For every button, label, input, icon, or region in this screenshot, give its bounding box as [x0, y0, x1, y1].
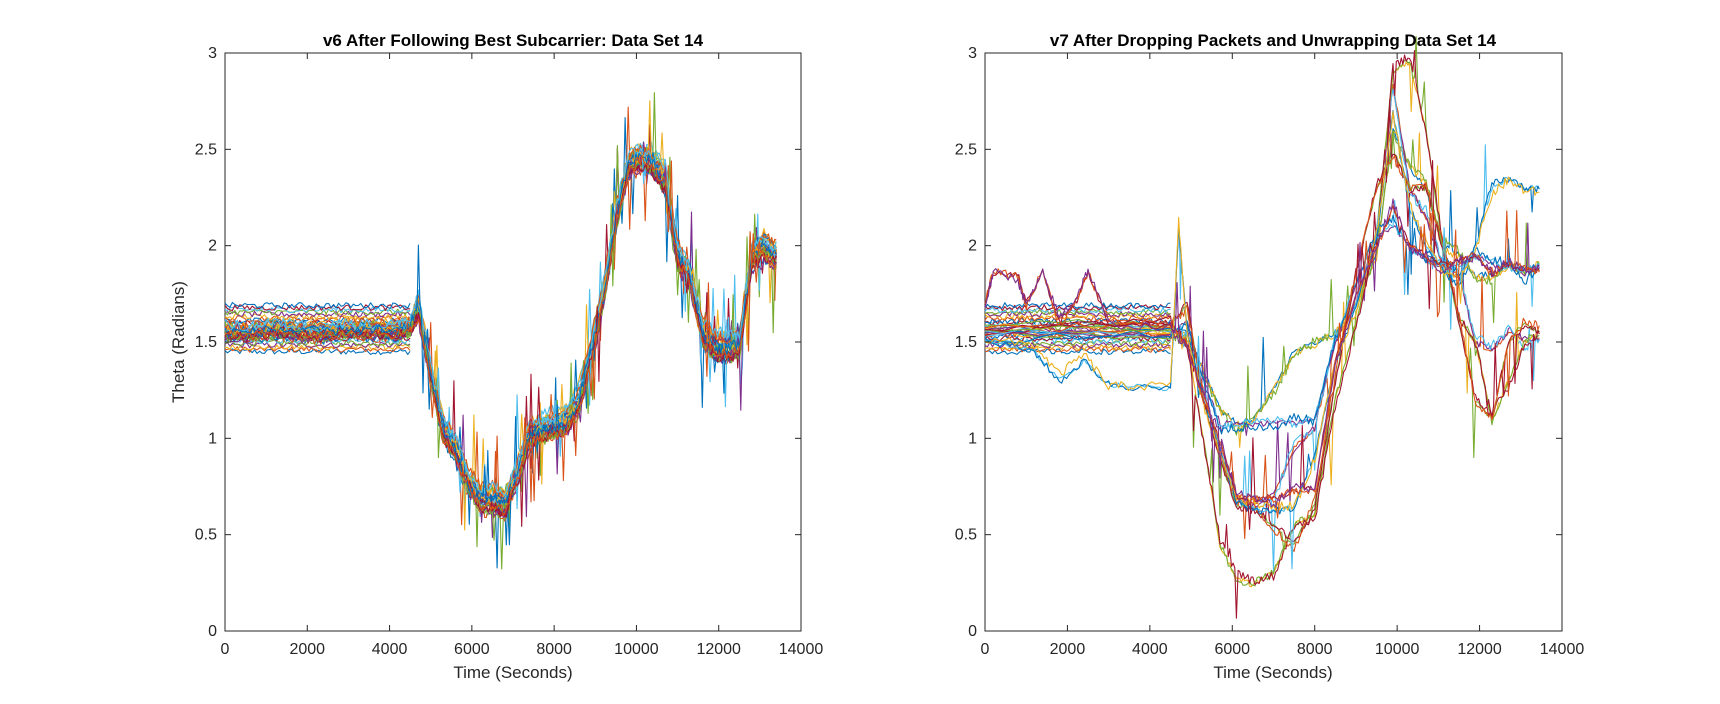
series-line [224, 310, 411, 318]
x-tick-label: 6000 [1214, 641, 1250, 658]
series-line [224, 154, 777, 517]
right-traces [984, 35, 1540, 619]
x-tick-label: 10000 [1375, 641, 1420, 658]
series-line [224, 152, 777, 505]
series-line [984, 205, 1540, 519]
x-tick-label: 14000 [779, 641, 824, 658]
x-tick-label: 12000 [1457, 641, 1502, 658]
series-line [984, 315, 1171, 322]
y-tick-label: 3 [968, 45, 977, 62]
series-line [984, 346, 1171, 353]
y-tick-label: 2.5 [955, 141, 977, 158]
y-tick-label: 1 [208, 430, 217, 447]
x-tick-label: 8000 [1297, 641, 1333, 658]
left-y-axis-label: Theta (Radians) [169, 281, 188, 403]
series-line [984, 198, 1540, 508]
x-tick-label: 12000 [696, 641, 741, 658]
y-tick-label: 1.5 [195, 334, 217, 351]
y-tick-label: 1.5 [955, 334, 977, 351]
series-line [984, 317, 1171, 325]
left-x-axis-label: Time (Seconds) [453, 663, 572, 682]
right-ticks: 0 2000 4000 6000 8000 10000 12000 14000 0 0.5 1 1.5… [955, 45, 1585, 658]
x-tick-label: 4000 [1132, 641, 1168, 658]
x-tick-label: 2000 [289, 641, 325, 658]
x-tick-label: 2000 [1050, 641, 1086, 658]
left-plot: 0 2000 4000 6000 8000 10000 12000 14000 0 0.5 1 1.5… [169, 31, 823, 682]
x-tick-label: 0 [981, 641, 990, 658]
x-tick-label: 8000 [536, 641, 572, 658]
y-tick-label: 2 [968, 238, 977, 255]
right-plot: 0 2000 4000 6000 8000 10000 12000 14000 0 0.5 1 1.5… [955, 31, 1585, 682]
series-line [984, 308, 1171, 316]
series-line [984, 99, 1540, 542]
series-line [984, 312, 1171, 320]
series-line [984, 205, 1540, 530]
y-tick-label: 0 [968, 623, 977, 640]
series-line [224, 306, 411, 314]
y-tick-label: 1 [968, 430, 977, 447]
x-tick-label: 14000 [1540, 641, 1585, 658]
left-ticks: 0 2000 4000 6000 8000 10000 12000 14000 0 0.5 1 1.5… [195, 45, 824, 658]
y-tick-label: 2 [208, 238, 217, 255]
right-x-axis-label: Time (Seconds) [1213, 663, 1332, 682]
series-line [224, 301, 411, 309]
series-line [224, 339, 411, 347]
series-line [984, 302, 1171, 309]
y-tick-label: 0 [208, 623, 217, 640]
series-line [224, 163, 777, 518]
series-line [984, 110, 1540, 511]
x-tick-label: 4000 [372, 641, 408, 658]
left-chart-title: v6 After Following Best Subcarrier: Data… [323, 31, 704, 50]
series-line [984, 306, 1171, 314]
left-traces [224, 92, 777, 570]
series-line [984, 50, 1540, 619]
y-tick-label: 0.5 [955, 527, 977, 544]
series-line [224, 147, 777, 510]
y-tick-label: 2.5 [195, 141, 217, 158]
series-line [984, 310, 1171, 318]
x-tick-label: 10000 [614, 641, 659, 658]
series-line [224, 313, 411, 320]
x-tick-label: 0 [221, 641, 230, 658]
series-line [984, 341, 1171, 349]
right-chart-title: v7 After Dropping Packets and Unwrapping… [1050, 31, 1497, 50]
series-line [224, 346, 411, 353]
y-tick-label: 0.5 [195, 527, 217, 544]
x-tick-label: 6000 [454, 641, 490, 658]
series-line [984, 129, 1540, 436]
y-tick-label: 3 [208, 45, 217, 62]
series-line [984, 348, 1171, 356]
series-line [984, 110, 1540, 515]
